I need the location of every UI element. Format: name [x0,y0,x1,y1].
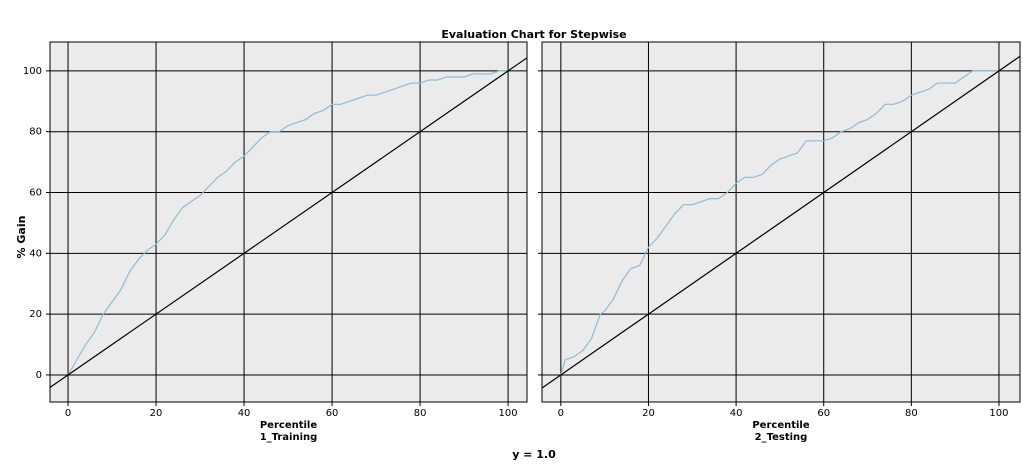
y-tick-label: 20 [29,309,42,320]
y-axis-label: % Gain [15,216,28,259]
series-line [67,70,509,376]
x-axis-label: Percentile [752,420,810,431]
x-tick-label: 100 [989,408,1008,419]
x-tick-label: 60 [326,408,339,419]
x-tick-label: 80 [905,408,918,419]
chart-title: Evaluation Chart for Stepwise [441,28,626,41]
x-tick-label: 0 [65,408,71,419]
x-tick-label: 100 [499,408,518,419]
x-tick-label: 80 [414,408,427,419]
y-tick-label: 60 [29,188,42,199]
panel-label: 1_Training [260,432,318,443]
y-tick-label: 0 [36,370,42,381]
y-tick-label: 100 [23,66,42,77]
series-line [50,57,527,388]
series-line [560,70,999,376]
x-tick-label: 20 [150,408,163,419]
y-tick-label: 40 [29,248,42,259]
panel-label: 2_Testing [755,432,808,443]
x-tick-label: 0 [558,408,564,419]
x-tick-label: 20 [642,408,655,419]
x-axis-label: Percentile [260,420,318,431]
x-tick-label: 60 [817,408,830,419]
y-tick-label: 80 [29,127,42,138]
footer: y = 1.0 [512,448,556,461]
x-tick-label: 40 [238,408,251,419]
series-line [542,55,1020,389]
x-tick-label: 40 [730,408,743,419]
